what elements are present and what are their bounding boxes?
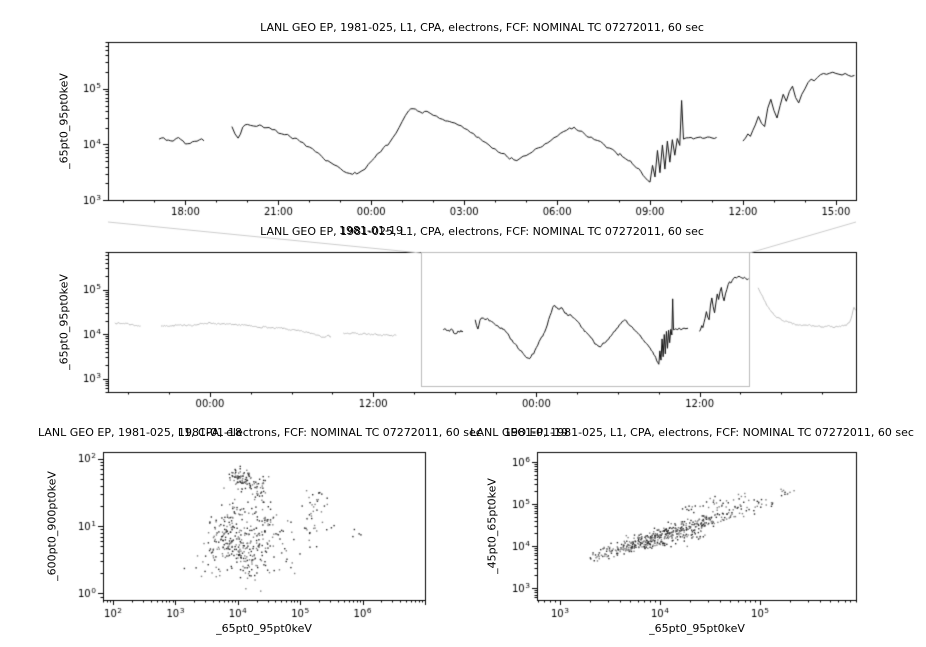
context-panel-title: LANL GEO EP, 1981-025, L1, CPA, electron… <box>260 225 704 238</box>
scatter-left-xlabel: _65pt0_95pt0keV <box>216 622 312 635</box>
scatter-right-ylabel: _45pt0_65pt0keV <box>485 478 499 574</box>
time-series-panel-top[interactable] <box>108 42 856 200</box>
top-panel-ylabel: _65pt0_95pt0keV <box>57 73 71 169</box>
scatter-left-ylabel: _600pt0_900pt0keV <box>45 471 59 581</box>
scatter-left-title: LANL GEO EP, 1981-025, L1, CPA, electron… <box>38 426 482 439</box>
scatter-panel-right[interactable] <box>537 452 856 600</box>
scatter-panel-left[interactable] <box>103 452 425 600</box>
context-date-label-1: 1981-01-18 <box>178 426 242 439</box>
context-panel-ylabel: _65pt0_95pt0keV <box>57 274 71 370</box>
scatter-right-title: LANL GEO EP, 1981-025, L1, CPA, electron… <box>470 426 914 439</box>
context-date-label-2: 1981-01-19 <box>504 426 568 439</box>
zoom-highlight-box[interactable] <box>421 252 749 386</box>
scatter-right-xlabel: _65pt0_95pt0keV <box>649 622 745 635</box>
top-axis-date-label: 1981-01-19 <box>339 224 403 237</box>
top-panel-title: LANL GEO EP, 1981-025, L1, CPA, electron… <box>260 21 704 34</box>
